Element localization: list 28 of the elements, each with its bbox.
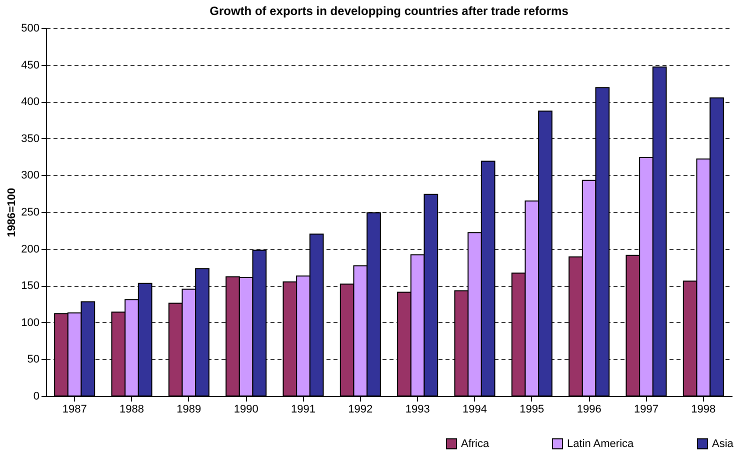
y-tick-label: 150 bbox=[21, 280, 40, 292]
y-tick-label: 350 bbox=[21, 132, 40, 145]
y-tick-label: 250 bbox=[21, 206, 40, 218]
x-tick-label: 1991 bbox=[291, 404, 316, 416]
x-tick-label: 1990 bbox=[234, 404, 258, 416]
y-tick-label: 500 bbox=[21, 22, 40, 34]
legend-label: Asia bbox=[712, 438, 734, 450]
x-tick-label: 1989 bbox=[176, 404, 202, 416]
x-tick-label: 1997 bbox=[634, 404, 658, 416]
legend-label: Africa bbox=[461, 438, 490, 450]
y-tick-label: 400 bbox=[21, 96, 40, 108]
x-tick-label: 1995 bbox=[520, 404, 544, 416]
x-tick-label: 1996 bbox=[576, 404, 602, 416]
y-tick-label: 0 bbox=[33, 390, 40, 402]
x-tick-label: 1994 bbox=[462, 404, 487, 416]
legend-label: Latin America bbox=[567, 438, 635, 450]
y-tick-label: 200 bbox=[21, 243, 40, 256]
x-tick-label: 1992 bbox=[348, 404, 373, 416]
y-tick-label: 450 bbox=[21, 59, 40, 72]
y-tick-label: 300 bbox=[21, 170, 40, 182]
chart-title: Growth of exports in developping countries after trade reforms bbox=[210, 4, 569, 18]
x-tick-label: 1998 bbox=[691, 404, 716, 416]
y-tick-label: 50 bbox=[27, 354, 40, 366]
x-tick-label: 1987 bbox=[62, 404, 87, 416]
y-axis-title: 1986=100 bbox=[6, 188, 18, 238]
x-tick-label: 1993 bbox=[405, 404, 430, 416]
x-tick-label: 1988 bbox=[120, 404, 144, 416]
y-tick-label: 100 bbox=[21, 316, 40, 329]
